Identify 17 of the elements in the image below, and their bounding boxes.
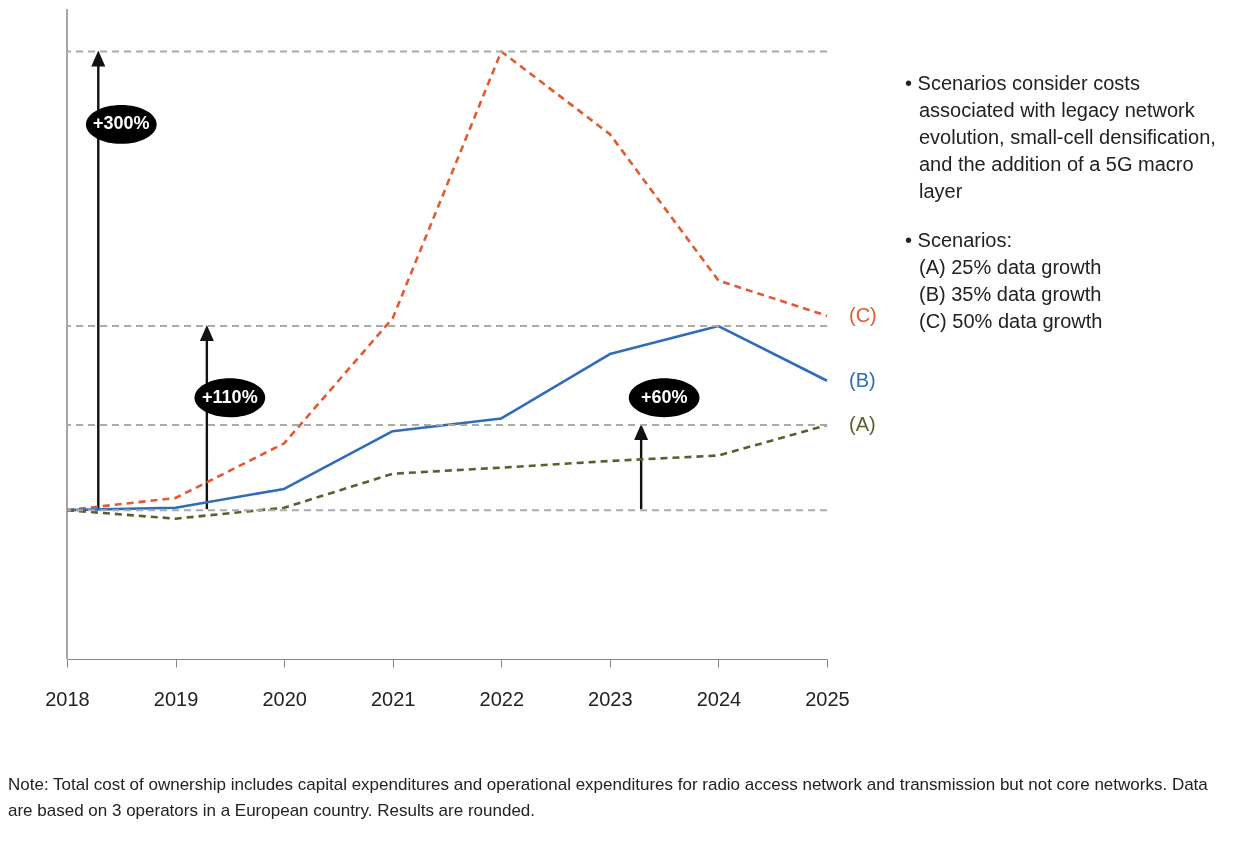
x-tick-label: 2021 [370, 687, 416, 710]
series-label: (B) [849, 368, 876, 391]
x-tick-label: 2023 [588, 687, 633, 710]
annotation: +60% [640, 386, 688, 407]
x-tick-label: 2020 [262, 687, 307, 710]
text: • Scenarios consider costs associated with legacy network evolution, small-cell densification, and the addition of a 5G macro layer [905, 71, 1217, 204]
text: • Scenarios: (A) 25% data growth (B) 35% data growth (C) 50% data growth [905, 228, 1104, 334]
x-tick-label: 2025 [805, 687, 850, 710]
annotation: +110% [202, 386, 258, 407]
x-tick-label: 2022 [479, 687, 525, 710]
series-label: (A) [849, 413, 876, 436]
x-tick-label: 2018 [45, 687, 90, 710]
text: Note: Total cost of ownership includes capital expenditures and operational expenditures for radio access network and transmission but not core networks. Data are based on 3 operators in a European country. Results are rounded. [8, 774, 1209, 822]
series-label: (C) [849, 303, 877, 326]
x-tick-label: 2024 [696, 687, 742, 710]
annotation: +300% [93, 113, 150, 134]
x-tick-label: 2019 [153, 687, 199, 710]
